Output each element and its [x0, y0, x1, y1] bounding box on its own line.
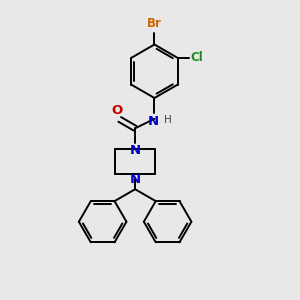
Text: N: N — [130, 144, 141, 158]
Text: N: N — [130, 172, 141, 186]
Text: Br: Br — [147, 17, 162, 30]
Text: H: H — [164, 115, 172, 125]
Text: O: O — [111, 104, 122, 117]
Text: N: N — [147, 115, 158, 128]
Text: Cl: Cl — [191, 51, 203, 64]
